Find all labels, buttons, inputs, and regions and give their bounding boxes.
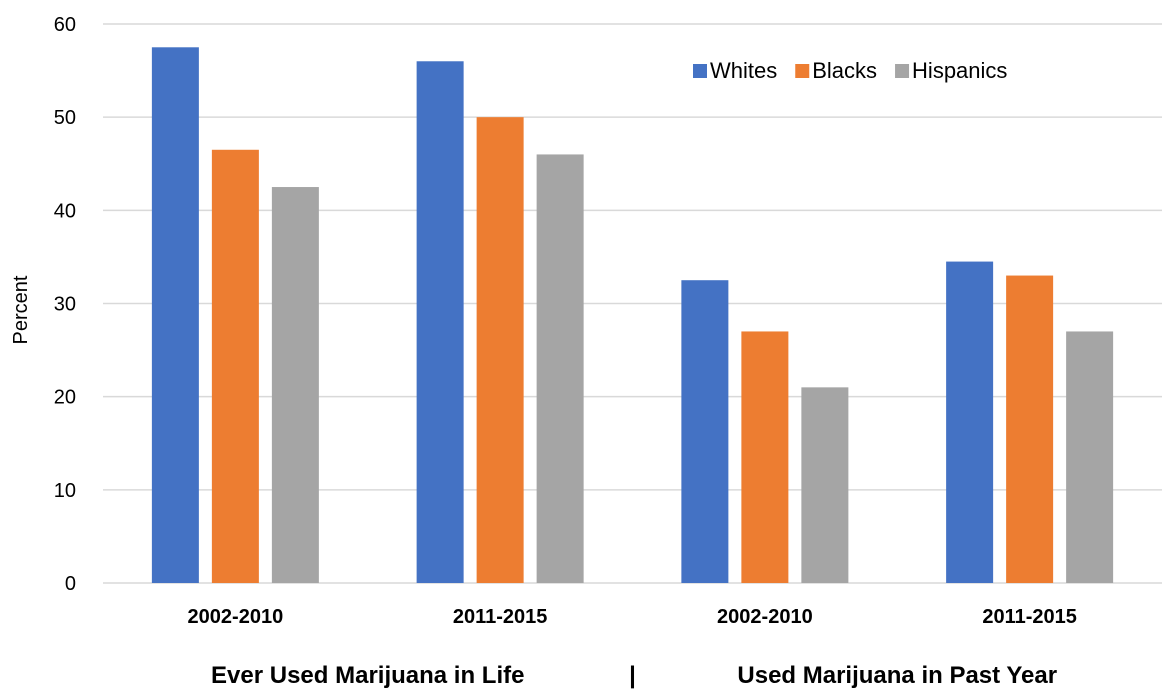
bar-hispanics-2 <box>801 387 849 583</box>
legend-label-blacks: Blacks <box>812 58 877 83</box>
bar-blacks-3 <box>1006 275 1054 583</box>
group-labels: Ever Used Marijuana in Life Used Marijuan… <box>211 662 1057 689</box>
bar-blacks-0 <box>211 149 259 583</box>
legend-swatch-hispanics <box>895 64 910 78</box>
x-category-label: 2002-2010 <box>717 606 813 628</box>
group-label-1: Used Marijuana in Past Year <box>737 662 1057 689</box>
group-label-0: Ever Used Marijuana in Life <box>211 662 524 689</box>
y-tick-label: 30 <box>54 294 76 316</box>
bar-hispanics-0 <box>271 187 319 583</box>
y-tick-label: 50 <box>54 107 76 129</box>
y-tick-label: 20 <box>54 387 76 409</box>
y-tick-label: 60 <box>54 14 76 36</box>
x-category-label: 2002-2010 <box>188 606 284 628</box>
x-category-label: 2011-2015 <box>453 606 548 628</box>
legend-swatch-blacks <box>795 64 810 78</box>
bar-whites-1 <box>416 61 464 584</box>
y-tick-label: 10 <box>54 480 76 502</box>
legend-label-hispanics: Hispanics <box>912 58 1007 83</box>
y-axis-title: Percent <box>10 275 32 344</box>
bar-hispanics-3 <box>1066 331 1114 583</box>
gridlines <box>103 23 1162 584</box>
legend-label-whites: Whites <box>710 58 777 83</box>
bar-whites-3 <box>946 261 994 583</box>
bar-whites-0 <box>151 47 199 583</box>
bar-whites-2 <box>681 280 729 583</box>
y-tick-label: 0 <box>65 573 76 595</box>
x-category-label: 2011-2015 <box>982 606 1077 628</box>
x-axis-categories: 2002-2010 2011-2015 2002-2010 2011-2015 <box>188 606 1077 628</box>
y-tick-label: 40 <box>54 200 76 222</box>
legend-swatch-whites <box>693 64 707 78</box>
y-axis-ticks: 0 10 20 30 40 50 60 <box>54 14 76 595</box>
bar-hispanics-1 <box>536 154 584 583</box>
group-separator: | <box>629 662 636 689</box>
bar-blacks-2 <box>741 331 789 583</box>
bar-blacks-1 <box>476 117 524 584</box>
bars <box>151 47 1114 584</box>
legend: Whites Blacks Hispanics <box>693 58 1007 83</box>
